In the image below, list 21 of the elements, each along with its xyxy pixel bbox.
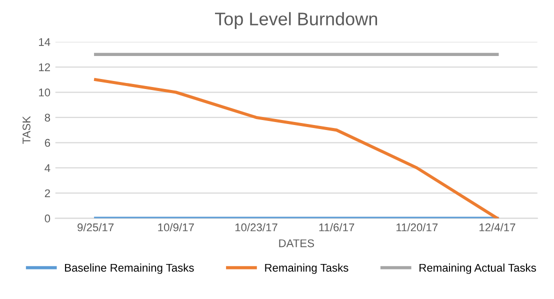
y-axis-title: TASK [22, 116, 30, 144]
legend-label: Baseline Remaining Tasks [65, 264, 194, 274]
x-tick-label: 10/23/17 [235, 223, 278, 232]
x-tick-label: 11/20/17 [396, 223, 438, 232]
x-axis-title: DATES [279, 239, 314, 248]
y-tick-label: 14 [39, 38, 50, 46]
x-tick-label: 10/9/17 [158, 223, 194, 232]
y-tick-label: 2 [44, 189, 50, 198]
y-tick-label: 10 [39, 88, 50, 96]
x-tick-label: 12/4/17 [480, 223, 516, 232]
legend-label: Remaining Tasks [265, 264, 348, 274]
y-tick-label: 6 [44, 138, 50, 147]
x-tick-label: 11/6/17 [319, 223, 354, 232]
y-tick-label: 12 [39, 63, 50, 72]
line-series [94, 78, 499, 218]
y-tick-label: 8 [44, 114, 50, 122]
x-tick-label: 9/25/17 [78, 223, 114, 232]
legend-label: Remaining Actual Tasks [420, 264, 536, 274]
chart-title: Top Level Burndown [215, 12, 378, 29]
y-tick-label: 0 [44, 214, 50, 222]
y-tick-label: 4 [44, 164, 50, 172]
